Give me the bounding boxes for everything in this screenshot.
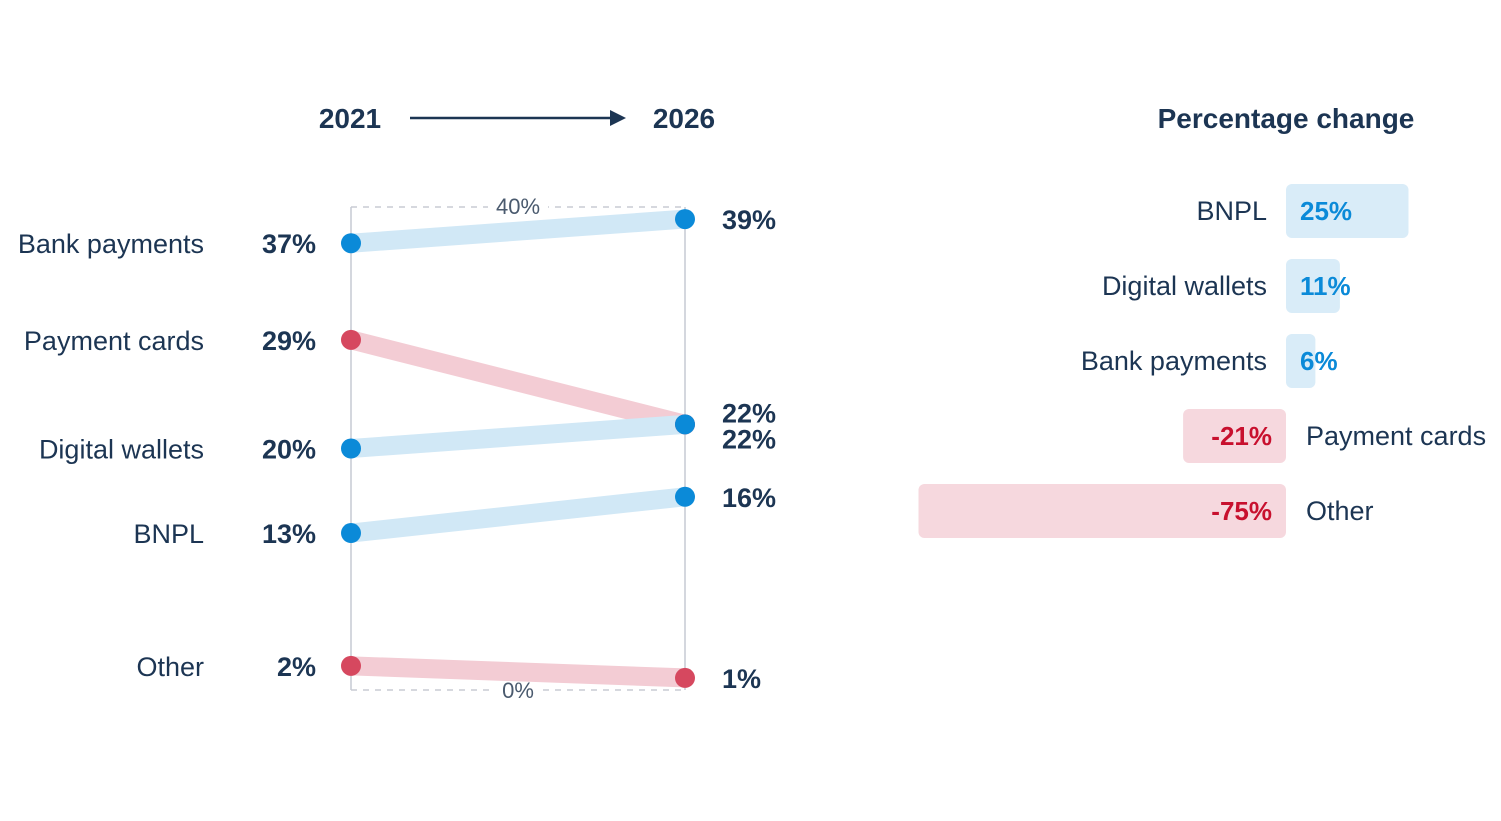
change-value-payment-cards: -21% — [1211, 421, 1272, 451]
end-value-bnpl: 16% — [722, 483, 776, 513]
end-dot-bank-payments — [675, 209, 695, 230]
axis-top-label-bg — [488, 192, 548, 220]
change-bar-bnpl — [1286, 184, 1409, 238]
year-start-label: 2021 — [319, 103, 381, 134]
end-dot-digital-wallets — [675, 414, 695, 435]
change-bar-other — [918, 484, 1286, 538]
change-category-payment-cards: Payment cards — [1306, 421, 1486, 451]
change-value-bank-payments: 6% — [1300, 346, 1338, 376]
start-dot-bnpl — [341, 523, 361, 544]
change-category-other: Other — [1306, 496, 1374, 526]
start-value-other: 2% — [277, 652, 316, 682]
year-end-label: 2026 — [653, 103, 715, 134]
end-value-payment-cards: 22% — [722, 398, 776, 428]
change-value-digital-wallets: 11% — [1300, 271, 1351, 301]
end-dot-bnpl — [675, 486, 695, 507]
change-category-digital-wallets: Digital wallets — [1102, 271, 1267, 301]
slope-band-bank-payments — [350, 209, 686, 253]
change-value-bnpl: 25% — [1300, 196, 1352, 226]
axis-bottom-label: 0% — [502, 678, 534, 703]
axis-top-label: 40% — [496, 194, 540, 219]
change-bar-bank-payments — [1286, 334, 1316, 388]
end-value-other: 1% — [722, 664, 761, 694]
start-value-bank-payments: 37% — [262, 229, 316, 259]
change-bar-digital-wallets — [1286, 259, 1340, 313]
slope-band-other — [350, 656, 686, 688]
category-label-bank-payments: Bank payments — [18, 229, 204, 259]
slope-series-layer: Bank payments 37% 39% Payment cards 29% 22% Di… — [18, 205, 776, 694]
category-label-digital-wallets: Digital wallets — [39, 435, 204, 465]
arrow-head-icon — [610, 110, 626, 126]
start-dot-bank-payments — [341, 233, 361, 254]
change-bar-payment-cards — [1183, 409, 1286, 463]
change-value-other: -75% — [1211, 496, 1272, 526]
slope-band-payment-cards — [348, 330, 688, 434]
change-bars-layer: 25% BNPL 11% Digital wallets 6% Bank payments… — [918, 184, 1486, 538]
percentage-change-title: Percentage change — [1158, 103, 1415, 134]
end-value-bank-payments: 39% — [722, 205, 776, 235]
category-label-bnpl: BNPL — [133, 519, 204, 549]
change-category-bank-payments: Bank payments — [1081, 346, 1267, 376]
end-value-digital-wallets: 22% — [722, 424, 776, 454]
start-value-digital-wallets: 20% — [262, 435, 316, 465]
start-value-payment-cards: 29% — [262, 326, 316, 356]
start-value-bnpl: 13% — [262, 519, 316, 549]
start-dot-payment-cards — [341, 329, 361, 350]
category-label-other: Other — [136, 652, 204, 682]
start-dot-digital-wallets — [341, 438, 361, 459]
slope-band-bnpl — [349, 487, 687, 543]
slope-band-digital-wallets — [350, 414, 686, 458]
category-label-payment-cards: Payment cards — [24, 326, 204, 356]
start-dot-other — [341, 655, 361, 676]
change-category-bnpl: BNPL — [1196, 196, 1267, 226]
end-dot-other — [675, 667, 695, 688]
